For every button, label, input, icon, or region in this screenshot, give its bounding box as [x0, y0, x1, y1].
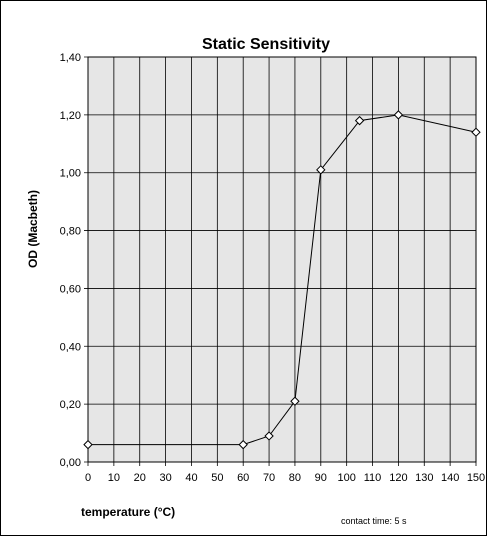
data-point	[290, 396, 300, 406]
x-tick-label: 150	[467, 472, 485, 484]
data-point	[83, 439, 93, 450]
x-tick-label: 40	[185, 472, 197, 484]
x-axis-title: temperature (°C)	[81, 505, 175, 519]
x-tick-label: 140	[441, 472, 459, 484]
y-tick-label: 0,00	[60, 457, 81, 469]
x-tick-label: 10	[108, 472, 120, 484]
data-point	[354, 115, 365, 126]
grid	[84, 56, 477, 466]
data-point	[316, 165, 326, 175]
y-tick-label: 0,80	[60, 226, 81, 238]
x-axis-ticks: 0 10 20 30 40 50 60 70 80 90 100 110 120 130 140 150	[85, 472, 485, 484]
data-point	[238, 439, 248, 450]
x-tick-label: 60	[237, 472, 249, 484]
x-tick-label: 0	[85, 472, 91, 484]
series-line	[88, 114, 477, 446]
data-point	[393, 110, 404, 120]
x-tick-label: 110	[364, 472, 382, 484]
y-tick-label: 1,00	[60, 168, 81, 180]
x-tick-label: 30	[159, 472, 171, 484]
x-tick-label: 120	[389, 472, 407, 484]
y-tick-label: 0,40	[60, 341, 81, 353]
y-tick-label: 1,20	[60, 110, 81, 122]
data-markers	[83, 110, 481, 450]
x-tick-label: 20	[134, 472, 146, 484]
x-tick-label: 100	[337, 472, 355, 484]
y-axis-ticks: 0,00 0,20 0,40 0,60 0,80 1,00 1,20 1,40	[60, 52, 81, 469]
data-point	[471, 127, 481, 137]
plot-area	[87, 56, 477, 463]
y-axis-title: OD (Macbeth)	[26, 190, 40, 268]
y-tick-label: 1,40	[60, 52, 81, 64]
x-tick-label: 50	[211, 472, 223, 484]
x-tick-label: 70	[263, 472, 275, 484]
y-tick-label: 0,60	[60, 283, 81, 295]
x-tick-label: 90	[315, 472, 327, 484]
data-point	[264, 431, 274, 441]
x-tick-label: 130	[415, 472, 433, 484]
contact-time-note: contact time: 5 s	[341, 516, 407, 526]
chart-title: Static Sensitivity	[202, 36, 330, 53]
x-tick-label: 80	[289, 472, 301, 484]
y-tick-label: 0,20	[60, 399, 81, 411]
